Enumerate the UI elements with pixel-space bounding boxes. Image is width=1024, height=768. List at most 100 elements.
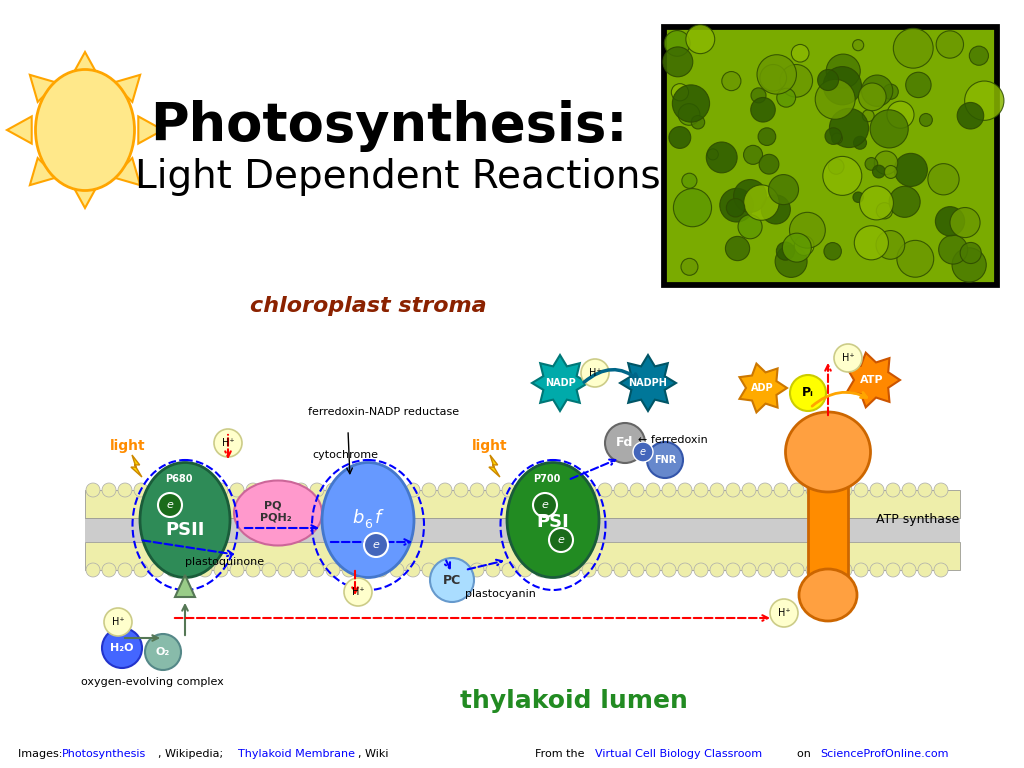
- Text: PQ: PQ: [264, 500, 282, 510]
- Bar: [85, 518, 961, 542]
- Circle shape: [824, 243, 842, 260]
- Circle shape: [326, 483, 340, 497]
- Circle shape: [630, 483, 644, 497]
- Circle shape: [486, 563, 500, 577]
- Circle shape: [920, 114, 933, 127]
- Circle shape: [598, 483, 612, 497]
- Text: f: f: [375, 509, 381, 527]
- Circle shape: [774, 483, 788, 497]
- Circle shape: [859, 186, 893, 220]
- Circle shape: [104, 608, 132, 636]
- Circle shape: [230, 563, 244, 577]
- Circle shape: [102, 628, 142, 668]
- Circle shape: [726, 563, 740, 577]
- Ellipse shape: [36, 69, 134, 190]
- Circle shape: [566, 483, 580, 497]
- Circle shape: [406, 483, 420, 497]
- Circle shape: [390, 563, 404, 577]
- Circle shape: [790, 563, 804, 577]
- Circle shape: [918, 563, 932, 577]
- Text: H⁺: H⁺: [777, 608, 791, 618]
- Circle shape: [630, 563, 644, 577]
- Circle shape: [454, 563, 468, 577]
- Circle shape: [566, 563, 580, 577]
- Circle shape: [518, 483, 532, 497]
- Circle shape: [887, 101, 914, 128]
- Circle shape: [780, 65, 813, 98]
- Circle shape: [738, 215, 762, 239]
- Text: H⁺: H⁺: [221, 438, 234, 448]
- Circle shape: [246, 483, 260, 497]
- Circle shape: [669, 127, 691, 148]
- Text: plastoquinone: plastoquinone: [185, 557, 264, 567]
- Ellipse shape: [799, 569, 857, 621]
- Circle shape: [759, 154, 779, 174]
- Circle shape: [790, 212, 825, 248]
- Bar: [85, 490, 961, 518]
- Ellipse shape: [234, 481, 322, 545]
- Circle shape: [682, 174, 697, 188]
- Circle shape: [326, 563, 340, 577]
- Circle shape: [246, 563, 260, 577]
- Circle shape: [834, 344, 862, 372]
- Text: PQH₂: PQH₂: [260, 513, 292, 523]
- Circle shape: [262, 483, 276, 497]
- Text: cytochrome: cytochrome: [312, 450, 378, 460]
- Circle shape: [344, 578, 372, 606]
- Circle shape: [939, 235, 968, 264]
- Text: Fd: Fd: [616, 436, 634, 449]
- Circle shape: [795, 236, 814, 256]
- Text: e: e: [542, 500, 549, 510]
- Text: Light Dependent Reactions: Light Dependent Reactions: [135, 158, 660, 196]
- Circle shape: [751, 98, 775, 122]
- Circle shape: [422, 483, 436, 497]
- Circle shape: [182, 563, 196, 577]
- Circle shape: [822, 483, 836, 497]
- Circle shape: [438, 483, 452, 497]
- Text: on: on: [790, 749, 818, 759]
- Circle shape: [905, 72, 931, 98]
- Circle shape: [886, 483, 900, 497]
- Bar: [808, 468, 848, 583]
- Circle shape: [815, 79, 855, 119]
- Circle shape: [768, 174, 799, 204]
- Circle shape: [662, 483, 676, 497]
- Circle shape: [390, 483, 404, 497]
- Circle shape: [294, 483, 308, 497]
- Circle shape: [198, 483, 212, 497]
- Circle shape: [358, 483, 372, 497]
- Circle shape: [358, 563, 372, 577]
- Circle shape: [776, 242, 795, 260]
- Circle shape: [278, 483, 292, 497]
- Circle shape: [678, 483, 692, 497]
- Circle shape: [742, 483, 756, 497]
- Circle shape: [894, 154, 928, 187]
- Circle shape: [674, 189, 712, 227]
- Text: H⁺: H⁺: [589, 368, 601, 378]
- Circle shape: [681, 258, 698, 275]
- Circle shape: [825, 127, 842, 144]
- Circle shape: [470, 563, 484, 577]
- Circle shape: [742, 563, 756, 577]
- Circle shape: [950, 207, 980, 237]
- Circle shape: [770, 599, 798, 627]
- Text: ScienceProfOnline.com: ScienceProfOnline.com: [820, 749, 948, 759]
- Circle shape: [182, 483, 196, 497]
- Text: ATP synthase: ATP synthase: [876, 514, 959, 527]
- Circle shape: [470, 483, 484, 497]
- Text: 6: 6: [365, 518, 372, 531]
- Circle shape: [549, 528, 573, 552]
- Circle shape: [758, 127, 776, 145]
- Circle shape: [876, 230, 905, 260]
- Circle shape: [733, 180, 766, 213]
- Text: Photosynthesis: Photosynthesis: [62, 749, 146, 759]
- Circle shape: [775, 246, 807, 277]
- Circle shape: [662, 563, 676, 577]
- Circle shape: [822, 563, 836, 577]
- Text: Thylakoid Membrane: Thylakoid Membrane: [238, 749, 355, 759]
- Circle shape: [663, 47, 693, 77]
- Text: light: light: [472, 439, 508, 453]
- Circle shape: [406, 563, 420, 577]
- Circle shape: [806, 563, 820, 577]
- Circle shape: [854, 563, 868, 577]
